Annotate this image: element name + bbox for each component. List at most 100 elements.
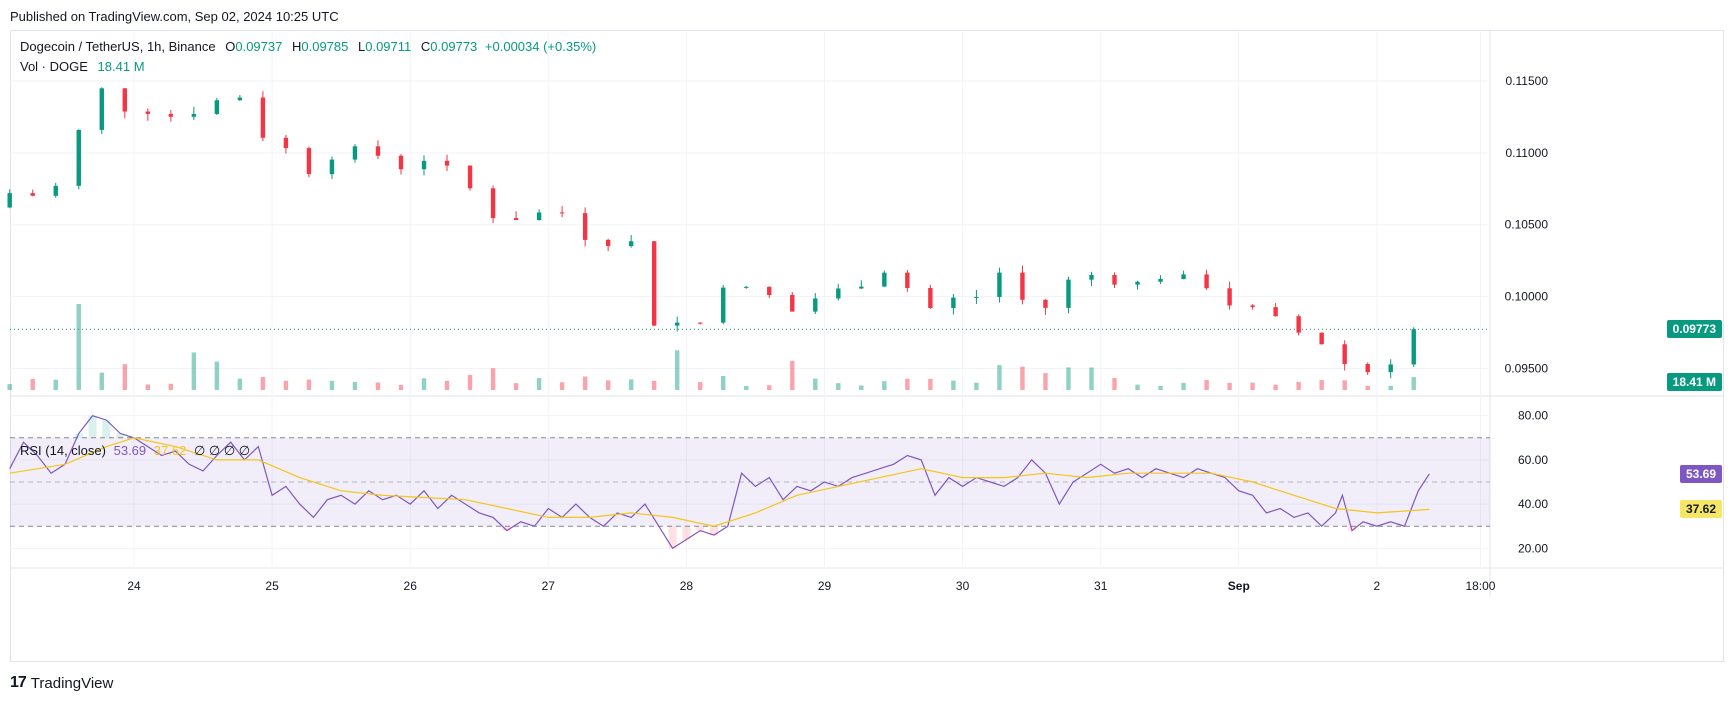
rsi-tick-label: 40.00	[1518, 497, 1548, 511]
candle-body	[790, 295, 795, 312]
low-label: L	[358, 39, 366, 54]
candle-body	[1135, 281, 1140, 285]
time-tick-label: 28	[680, 579, 694, 593]
candle-body	[1365, 364, 1370, 373]
volume-bar	[1135, 384, 1140, 390]
rsi-ma-line	[9, 437, 1430, 527]
volume-bar	[283, 380, 289, 390]
volume-bar	[1388, 385, 1393, 390]
candle-body	[582, 213, 588, 240]
candle-body	[1020, 272, 1025, 300]
candle-body	[490, 188, 496, 219]
rsi-tick-label: 60.00	[1518, 453, 1548, 467]
candle-body	[536, 212, 542, 220]
rsi-extra-values: ∅ ∅ ∅ ∅	[193, 443, 251, 458]
last-volume-badge: 18.41 M	[1666, 373, 1722, 391]
candle-body	[145, 111, 151, 114]
candle-body	[99, 88, 104, 130]
candle-body	[1204, 274, 1209, 289]
candle-body	[1112, 274, 1117, 285]
candle-body	[214, 100, 220, 114]
candle-body	[1250, 305, 1255, 308]
candle-body	[1181, 274, 1186, 280]
volume-bar	[997, 365, 1002, 390]
time-tick-label: 2	[1374, 579, 1381, 593]
volume-bar	[168, 383, 174, 390]
volume-bars	[7, 304, 1416, 390]
candle-body	[928, 287, 933, 308]
candle-body	[674, 322, 680, 326]
candle-body	[30, 193, 35, 196]
candle-body	[375, 146, 381, 156]
volume-bar	[721, 375, 726, 390]
candle-body	[605, 239, 611, 247]
candle-body	[1273, 307, 1278, 317]
volume-bar	[1342, 380, 1347, 390]
volume-bar	[513, 383, 519, 390]
volume-bar	[836, 383, 841, 390]
candle-body	[1158, 279, 1163, 282]
candle-body	[859, 286, 864, 289]
candle-body	[76, 129, 81, 186]
volume-bar	[1066, 367, 1071, 390]
volume-bar	[53, 379, 58, 390]
candle-body	[1089, 274, 1094, 280]
change-value: +0.00034 (+0.35%)	[484, 39, 597, 54]
low-value: 0.09711	[365, 39, 412, 54]
candle-body	[7, 193, 12, 208]
volume-bar	[260, 377, 266, 390]
candle-body	[122, 88, 127, 112]
footer-brand[interactable]: 17 TradingView	[10, 674, 113, 692]
candle-body	[421, 160, 427, 170]
volume-bar	[1020, 366, 1025, 390]
volume-bar	[1273, 384, 1278, 390]
volume-bar	[1227, 382, 1232, 390]
volume-bar	[882, 381, 887, 390]
high-value: 0.09785	[301, 39, 349, 54]
volume-bar	[813, 378, 818, 390]
candle-body	[467, 165, 473, 189]
volume-bar	[375, 382, 381, 390]
open-value: 0.09737	[235, 39, 283, 54]
rsi-overbought-fill	[74, 433, 83, 438]
candle-body	[513, 218, 519, 220]
chart-frame	[10, 30, 1724, 662]
candle-body	[882, 272, 887, 287]
rsi-legend[interactable]: RSI (14, close) 53.69 37.62 ∅ ∅ ∅ ∅	[20, 443, 250, 459]
volume-legend[interactable]: Vol · DOGE 18.41 M	[20, 59, 145, 74]
volume-bar	[352, 382, 358, 390]
volume-bar	[329, 380, 335, 390]
candle-body	[1043, 299, 1048, 308]
volume-bar	[99, 372, 104, 390]
volume-bar	[1250, 382, 1255, 390]
volume-bar	[237, 378, 243, 390]
candle-body	[628, 241, 634, 247]
candle-body	[444, 160, 450, 166]
volume-bar	[122, 364, 127, 390]
rsi-line	[9, 415, 1430, 550]
candle-body	[698, 322, 703, 324]
volume-bar	[1043, 373, 1048, 390]
volume-bar	[605, 380, 611, 390]
candle-body	[191, 113, 197, 117]
time-tick-label: 29	[818, 579, 832, 593]
candle-body	[1388, 364, 1393, 373]
volume-bar	[490, 368, 496, 390]
rsi-tick-label: 80.00	[1518, 409, 1548, 423]
volume-bar	[1112, 378, 1117, 390]
rsi-ma-value: 37.62	[153, 443, 187, 458]
rsi-series	[9, 415, 1430, 550]
symbol-legend[interactable]: Dogecoin / TetherUS, 1h, Binance O0.0973…	[20, 39, 596, 54]
volume-bar	[421, 378, 427, 390]
volume-bar	[467, 374, 473, 390]
published-caption: Published on TradingView.com, Sep 02, 20…	[10, 9, 339, 24]
close-value: 0.09773	[430, 39, 478, 54]
candle-body	[1227, 288, 1232, 306]
volume-bar	[536, 378, 542, 390]
rsi-overbought-fill	[88, 415, 97, 438]
candle-body	[767, 286, 772, 296]
volume-bar	[698, 382, 703, 390]
candle-body	[329, 159, 335, 175]
candle-body	[997, 272, 1002, 297]
